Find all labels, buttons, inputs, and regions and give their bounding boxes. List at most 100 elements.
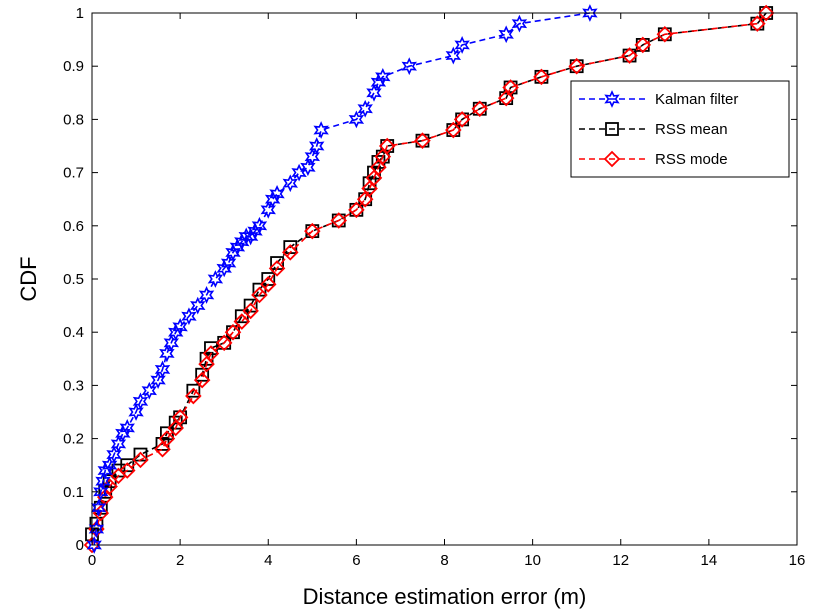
data-point	[132, 451, 149, 469]
y-tick-label: 0.2	[63, 431, 84, 448]
y-tick-label: 0.4	[63, 324, 84, 341]
data-point	[247, 222, 263, 241]
data-point	[242, 227, 259, 246]
data-point	[90, 498, 107, 517]
data-point	[190, 296, 206, 315]
x-tick-label: 8	[440, 552, 448, 569]
data-point	[445, 121, 462, 139]
series-line	[91, 12, 767, 535]
y-tick-label: 0	[76, 537, 84, 554]
data-point	[656, 26, 674, 43]
data-point	[242, 302, 259, 320]
series-kalman-filter	[86, 4, 598, 554]
data-point	[300, 158, 316, 177]
data-point	[282, 244, 299, 261]
data-point	[454, 36, 470, 54]
data-point	[154, 360, 171, 379]
data-point	[269, 184, 285, 203]
data-point	[471, 100, 489, 118]
data-point	[93, 482, 109, 501]
data-point	[757, 4, 775, 22]
x-tick-label: 0	[88, 552, 96, 569]
data-point	[313, 121, 329, 139]
data-point	[251, 286, 268, 304]
data-point	[366, 83, 382, 102]
legend: Kalman filter RSS mean RSS mode	[570, 80, 790, 178]
data-point	[193, 371, 211, 389]
x-tick-label: 16	[789, 552, 806, 569]
data-point	[172, 317, 188, 336]
data-point	[150, 371, 166, 389]
data-point	[115, 424, 131, 443]
data-point	[568, 57, 585, 75]
data-point	[167, 419, 184, 437]
data-point	[309, 137, 325, 155]
data-point	[365, 169, 383, 187]
data-point	[498, 25, 514, 44]
legend-marker	[604, 90, 620, 108]
y-tick-label: 0.8	[63, 111, 84, 128]
y-axis-label: CDF	[16, 256, 41, 301]
data-point	[264, 190, 281, 209]
data-point	[159, 344, 175, 363]
data-point	[119, 419, 135, 437]
data-point	[621, 47, 638, 64]
data-point	[453, 111, 471, 128]
data-point	[207, 270, 224, 288]
data-point	[582, 4, 598, 22]
x-tick-label: 14	[701, 552, 718, 569]
data-point	[233, 313, 251, 330]
y-tick-label: 0.5	[63, 271, 84, 288]
legend-label: RSS mode	[655, 151, 728, 168]
data-point	[304, 222, 321, 240]
data-point	[749, 15, 766, 32]
data-point	[260, 200, 276, 219]
axis-ticks: 0 2 4 6 8 10 12 14 16 0 0.1 0.2 0.3 0.4 0.5 0.6 0.7 0.8 0.…	[63, 5, 805, 569]
data-point	[202, 345, 220, 362]
data-point	[86, 536, 102, 554]
data-point	[234, 232, 250, 251]
data-point	[141, 381, 157, 400]
data-point	[268, 260, 286, 277]
data-point	[370, 159, 387, 176]
data-point	[634, 36, 652, 54]
x-tick-label: 12	[612, 552, 629, 569]
data-point	[118, 462, 136, 479]
x-tick-label: 4	[264, 552, 272, 569]
data-point	[374, 148, 392, 165]
data-point	[198, 286, 215, 304]
plot-area	[83, 4, 775, 554]
data-point	[95, 472, 111, 491]
data-point	[291, 163, 307, 182]
legend-entry: RSS mode	[579, 150, 728, 168]
y-tick-label: 0.6	[63, 218, 84, 235]
data-point	[186, 383, 201, 398]
series-rss-mode	[83, 4, 775, 554]
data-point	[502, 79, 519, 96]
data-point	[168, 323, 184, 342]
data-point	[224, 323, 242, 341]
x-axis-label: Distance estimation error (m)	[303, 584, 587, 609]
data-point	[97, 461, 113, 480]
data-point	[88, 520, 105, 538]
data-point	[414, 132, 431, 149]
data-point	[158, 430, 176, 447]
data-point	[259, 276, 277, 293]
data-point	[348, 110, 365, 129]
data-point	[110, 435, 127, 453]
x-tick-label: 6	[352, 552, 360, 569]
y-tick-label: 0.3	[63, 377, 84, 394]
data-point	[185, 387, 202, 405]
data-point	[216, 259, 232, 278]
data-point	[195, 367, 210, 382]
data-point	[128, 403, 144, 421]
data-point	[220, 254, 237, 272]
data-point	[163, 333, 180, 352]
data-point	[533, 68, 550, 86]
legend-items: Kalman filter RSS mean RSS mode	[579, 90, 738, 168]
data-point	[348, 201, 365, 219]
y-tick-label: 1	[76, 5, 84, 22]
legend-marker	[603, 150, 621, 168]
data-point	[215, 334, 233, 352]
